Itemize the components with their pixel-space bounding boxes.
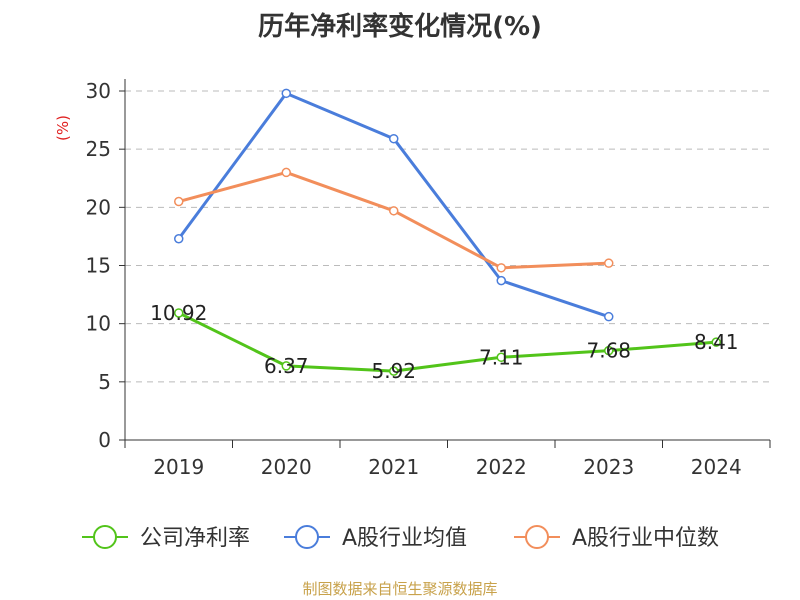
- y-tick-label: 5: [98, 370, 111, 394]
- data-point: [496, 263, 506, 273]
- data-label: 10.92: [150, 301, 207, 325]
- legend-label: 公司净利率: [140, 526, 250, 551]
- data-point: [281, 167, 291, 178]
- series-line: [178, 311, 717, 373]
- x-tick-label: 2019: [153, 455, 204, 479]
- legend-label: A股行业中位数: [572, 526, 719, 551]
- y-axis-label: (%): [54, 115, 72, 141]
- data-point: [281, 88, 291, 99]
- data-point: [496, 275, 506, 286]
- data-point: [389, 206, 399, 216]
- y-tick-label: 30: [86, 79, 111, 103]
- x-tick-label: 2023: [583, 455, 634, 479]
- data-point: [389, 133, 399, 144]
- legend-label: A股行业均值: [342, 526, 467, 551]
- y-tick-label: 25: [86, 137, 111, 161]
- data-point: [281, 361, 291, 371]
- legend-marker: [525, 525, 549, 549]
- data-label: 6.37: [264, 354, 309, 378]
- y-tick-label: 0: [98, 428, 111, 452]
- x-tick-label: 2021: [368, 455, 419, 479]
- data-point: [604, 345, 614, 356]
- data-point: [174, 196, 184, 207]
- data-source-note: 制图数据来自恒生聚源数据库: [302, 580, 498, 598]
- legend-marker: [295, 525, 319, 549]
- data-point: [604, 258, 614, 268]
- x-tick-label: 2022: [476, 455, 527, 479]
- data-point: [389, 366, 399, 376]
- series-line: [178, 170, 609, 270]
- data-label: 7.68: [586, 339, 631, 363]
- x-tick-label: 2024: [691, 455, 742, 479]
- chart-title: 历年净利率变化情况(%): [258, 12, 542, 42]
- y-tick-label: 15: [86, 254, 111, 278]
- y-tick-label: 20: [86, 195, 111, 219]
- data-point: [711, 337, 721, 347]
- data-point: [174, 308, 184, 318]
- data-point: [174, 233, 184, 244]
- y-tick-label: 10: [86, 312, 111, 336]
- data-point: [604, 311, 614, 322]
- legend-marker: [93, 525, 117, 549]
- data-label: 5.92: [371, 359, 416, 383]
- data-label: 7.11: [479, 345, 524, 369]
- data-point: [496, 352, 506, 363]
- data-label: 8.41: [694, 330, 739, 354]
- x-tick-label: 2020: [261, 455, 312, 479]
- series-line: [177, 91, 610, 319]
